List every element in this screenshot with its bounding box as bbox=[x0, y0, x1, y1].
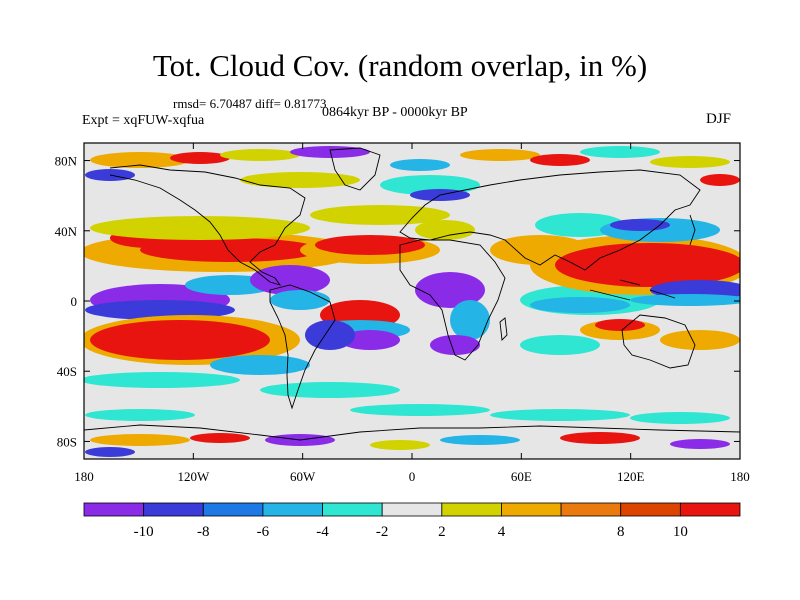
colorbar-label: -10 bbox=[134, 524, 154, 540]
colorbar-swatch bbox=[381, 502, 443, 517]
lat-tick-label: 80S bbox=[57, 434, 77, 449]
lon-tick-label: 180 bbox=[730, 469, 750, 484]
experiment-label: Expt = xqFUW-xqfua bbox=[82, 113, 205, 128]
period-label: 0864kyr BP - 0000kyr BP bbox=[322, 105, 468, 120]
longitude-axis: 180 120W 60W 0 60E 120E 180 bbox=[74, 143, 750, 484]
colorbar: -10 -8 -6 -4 -2 2 4 8 10 bbox=[83, 502, 741, 540]
lat-tick-label: 0 bbox=[71, 294, 78, 309]
coastlines bbox=[83, 147, 741, 441]
colorbar-label: 8 bbox=[617, 524, 625, 540]
colorbar-swatch bbox=[441, 502, 502, 517]
colorbar-swatch bbox=[262, 502, 323, 517]
lon-tick-label: 180 bbox=[74, 469, 94, 484]
colorbar-label: -6 bbox=[257, 524, 270, 540]
anomaly-field bbox=[84, 146, 740, 457]
colorbar-swatch bbox=[322, 502, 383, 517]
lat-tick-label: 40S bbox=[57, 364, 77, 379]
colorbar-swatch bbox=[143, 502, 204, 517]
colorbar-swatch bbox=[83, 502, 145, 517]
lat-tick-label: 40N bbox=[55, 224, 78, 239]
chart-title: Tot. Cloud Cov. (random overlap, in %) bbox=[152, 48, 648, 83]
lon-tick-label: 0 bbox=[409, 469, 416, 484]
colorbar-label: 2 bbox=[438, 524, 446, 540]
lon-tick-label: 60E bbox=[511, 469, 532, 484]
lat-tick-label: 80N bbox=[55, 154, 78, 169]
lon-tick-label: 120E bbox=[617, 469, 645, 484]
season-label: DJF bbox=[706, 111, 732, 127]
colorbar-swatch bbox=[679, 502, 741, 517]
colorbar-label: -4 bbox=[316, 524, 329, 540]
colorbar-label: -8 bbox=[197, 524, 210, 540]
colorbar-label: 10 bbox=[673, 524, 688, 540]
lon-tick-label: 60W bbox=[290, 469, 316, 484]
colorbar-swatch bbox=[620, 502, 681, 517]
colorbar-swatch bbox=[202, 502, 264, 517]
colorbar-label: -2 bbox=[376, 524, 389, 540]
colorbar-swatch bbox=[560, 502, 622, 517]
colorbar-label: 4 bbox=[498, 524, 506, 540]
colorbar-swatch bbox=[501, 502, 562, 517]
latitude-axis: 80N 40N 0 40S 80S bbox=[55, 154, 740, 449]
lon-tick-label: 120W bbox=[177, 469, 210, 484]
statistics-label: rmsd= 6.70487 diff= 0.81773 bbox=[173, 96, 327, 111]
